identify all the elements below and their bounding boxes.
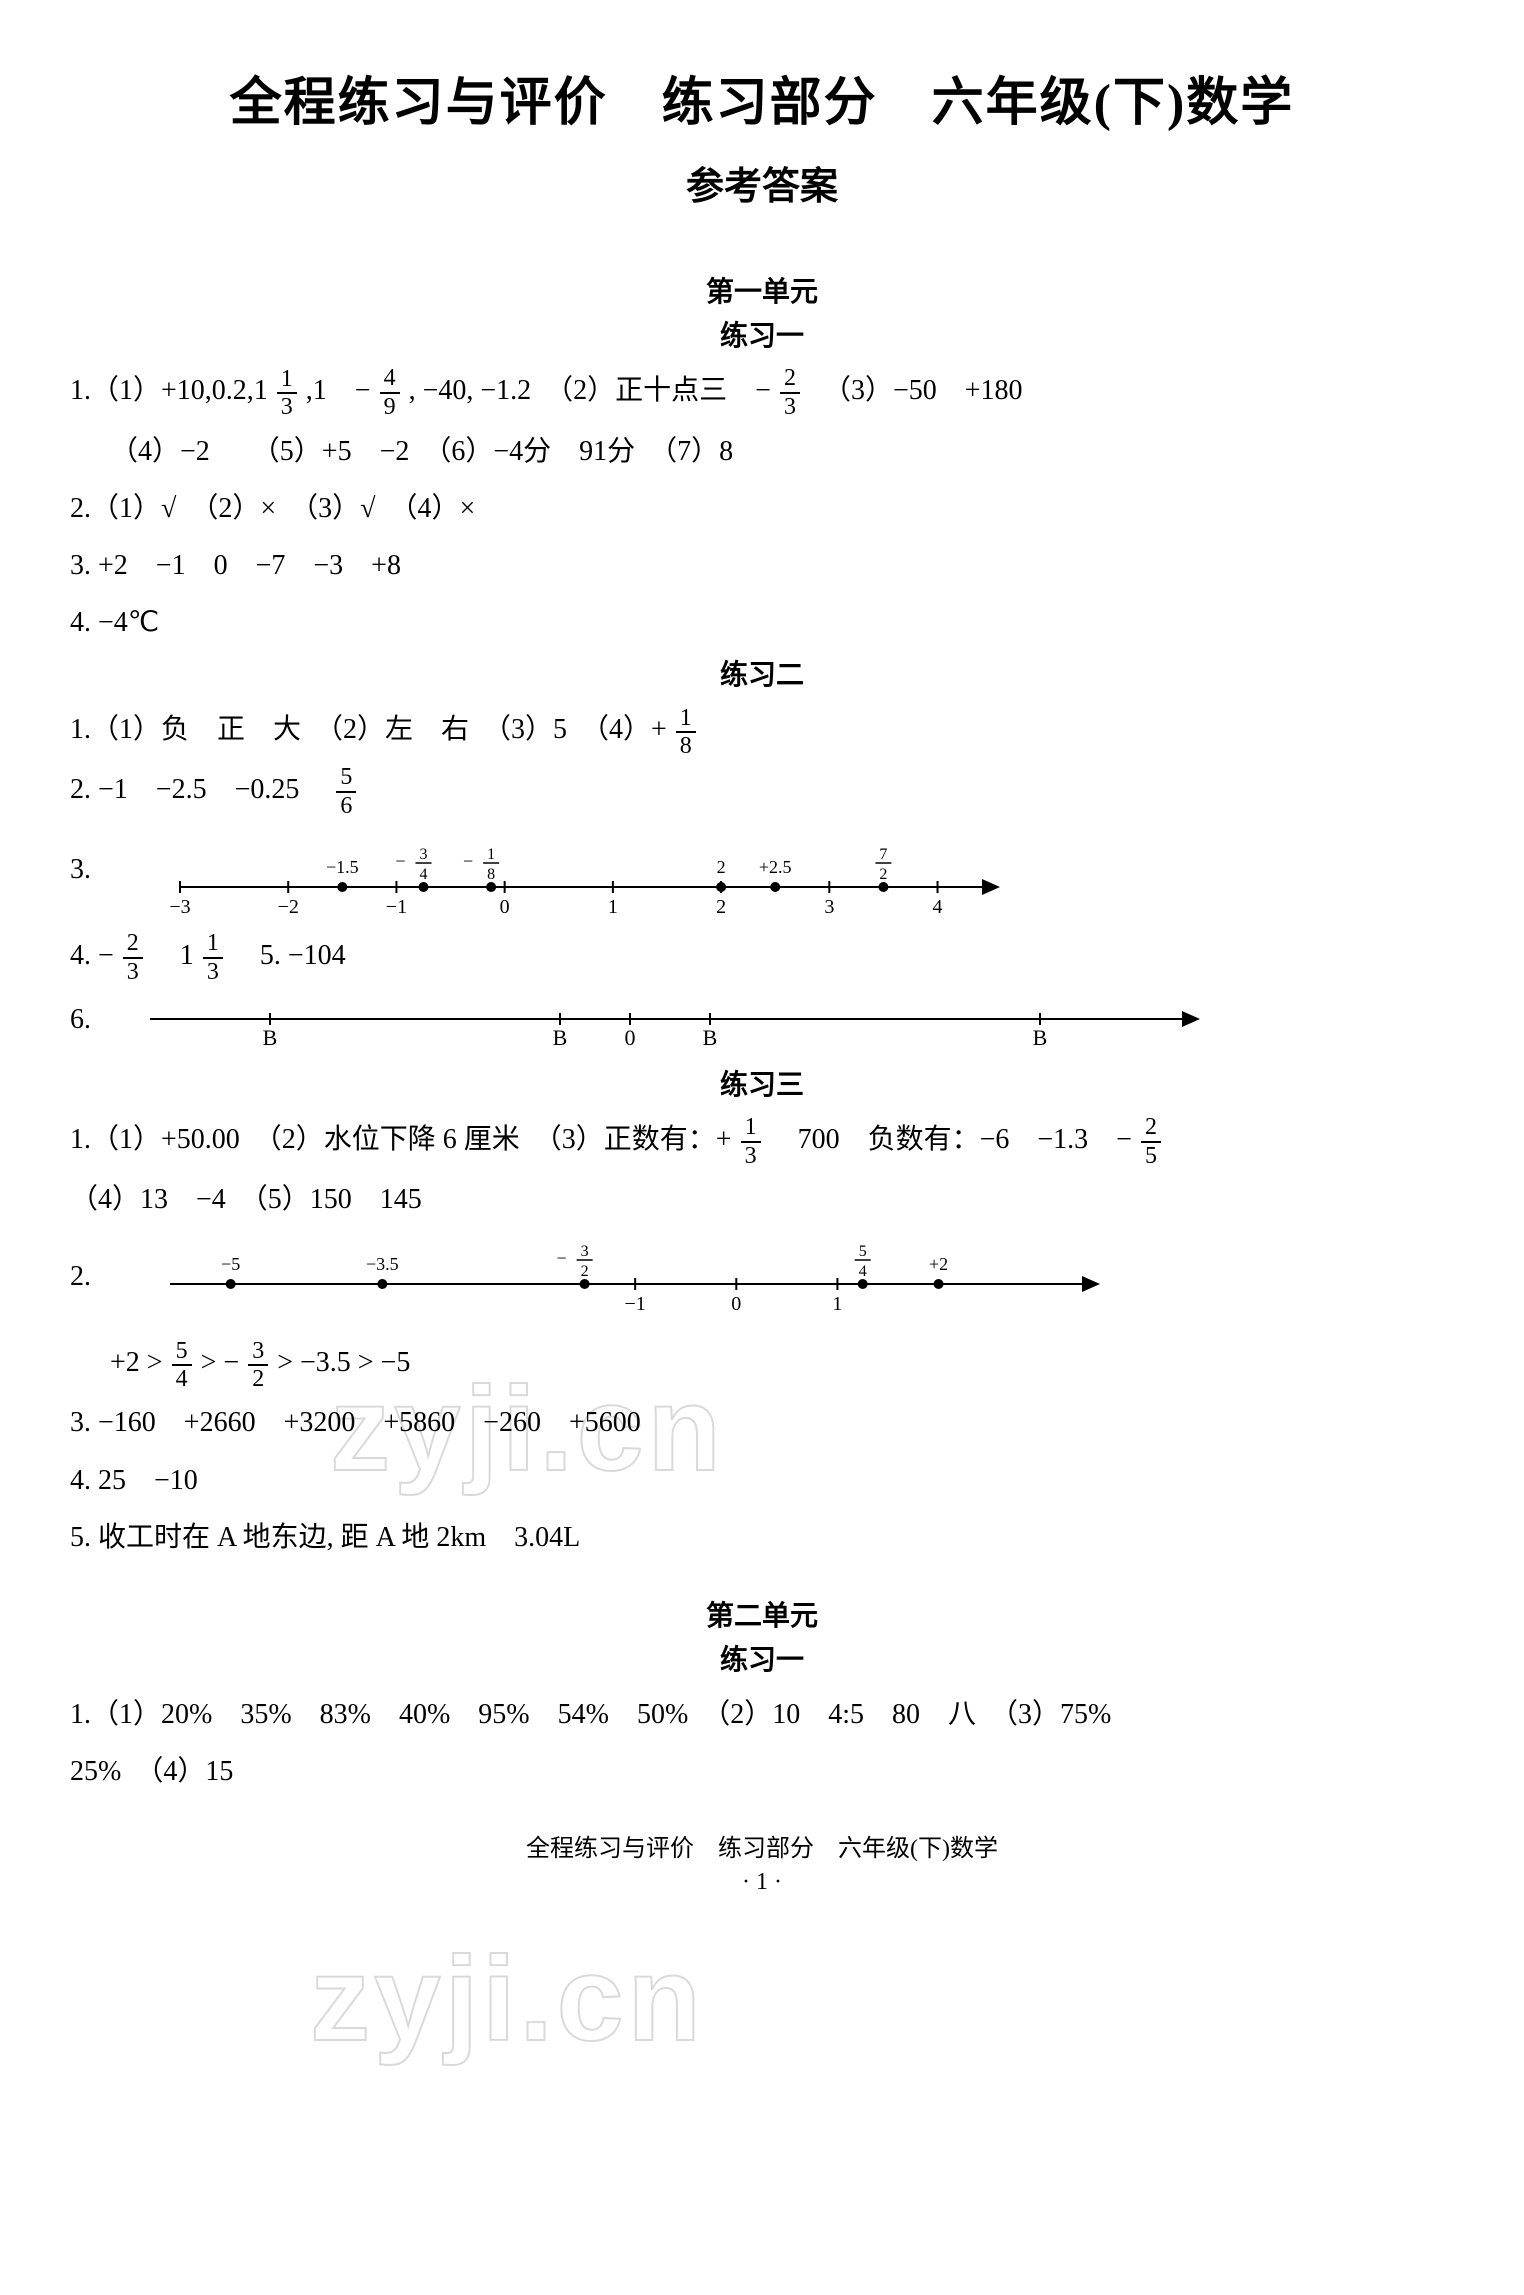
u2-practice1-title: 练习一 — [70, 1638, 1454, 1678]
svg-text:2: 2 — [879, 866, 887, 883]
text: 700 负数有：−6 −1.3 − — [770, 1124, 1132, 1155]
svg-text:7: 7 — [879, 846, 887, 863]
text: > − — [201, 1347, 240, 1378]
frac-1-8: 1 8 — [676, 705, 696, 760]
frac-1-3: 1 3 — [277, 366, 297, 421]
text: 1.（1）+50.00 （2）水位下降 6 厘米 （3）正数有：+ — [70, 1124, 732, 1155]
frac-3-2: 3 2 — [248, 1338, 268, 1393]
text: 5. −104 — [232, 940, 346, 971]
svg-text:−1: −1 — [386, 896, 407, 915]
u1-p2-q1: 1.（1）负 正 大 （2）左 右 （3）5 （4）+ 1 8 — [70, 703, 1454, 759]
svg-text:−: − — [556, 1248, 566, 1268]
unit1-title: 第一单元 — [70, 270, 1454, 310]
text: 1.（1）+10,0.2,1 — [70, 375, 268, 406]
svg-text:+2: +2 — [929, 1254, 948, 1274]
page-number: · 1 · — [70, 1869, 1454, 1896]
svg-text:2: 2 — [717, 857, 726, 877]
svg-text:2: 2 — [716, 896, 726, 915]
svg-text:2: 2 — [581, 1263, 589, 1280]
svg-text:1: 1 — [832, 1293, 842, 1315]
u1-p1-q1-line1: 1.（1）+10,0.2,1 1 3 ,1 − 4 9 , −40, −1.2 … — [70, 364, 1454, 421]
svg-text:4: 4 — [859, 1263, 867, 1280]
svg-text:−1.5: −1.5 — [326, 857, 359, 877]
text: （3）−50 +180 — [809, 375, 1023, 406]
svg-text:8: 8 — [487, 866, 495, 883]
svg-text:B: B — [1033, 1025, 1048, 1049]
svg-text:B: B — [553, 1025, 568, 1049]
page: 全程练习与评价 练习部分 六年级(下)数学 参考答案 第一单元 练习一 1.（1… — [70, 60, 1454, 1896]
u1-p3-q2-row: 2. −1 0 1 −5 −3.5 −3 2 5 4 +2 — [70, 1232, 1454, 1322]
frac-2-3b: 2 3 — [123, 930, 143, 985]
frac-5-4: 5 4 — [172, 1338, 192, 1393]
unit2-title: 第二单元 — [70, 1594, 1454, 1634]
u2-p1-q1-line1: 1.（1）20% 35% 83% 40% 95% 54% 50% （2）10 4… — [70, 1688, 1454, 1741]
text: 1 — [152, 940, 194, 971]
numberline-p3-q2: −1 0 1 −5 −3.5 −3 2 5 4 +2 — [120, 1232, 1120, 1322]
numberline-p2-q6: B B 0 B B — [120, 991, 1220, 1049]
svg-text:3: 3 — [824, 896, 834, 915]
text: +2 > — [110, 1347, 170, 1378]
q2-label: 2. — [70, 1261, 120, 1293]
q3-label: 3. — [70, 854, 120, 886]
u1-p1-q2: 2.（1）√ （2）× （3）√ （4）× — [70, 482, 1454, 535]
svg-text:−2: −2 — [278, 896, 299, 915]
svg-text:0: 0 — [500, 896, 510, 915]
u1-p3-q2-ineq: +2 > 5 4 > − 3 2 > −3.5 > −5 — [70, 1336, 1454, 1392]
page-subtitle: 参考答案 — [70, 155, 1454, 210]
svg-text:−1: −1 — [625, 1293, 646, 1315]
svg-text:3: 3 — [581, 1243, 589, 1260]
svg-text:B: B — [263, 1025, 278, 1049]
u1-p2-q2: 2. −1 −2.5 −0.25 5 6 — [70, 763, 1454, 819]
u1-p3-q4: 4. 25 −10 — [70, 1454, 1454, 1507]
mixed-1-1-3: 1 3 — [275, 365, 299, 421]
practice1-title: 练习一 — [70, 314, 1454, 354]
u1-p3-q1-line1: 1.（1）+50.00 （2）水位下降 6 厘米 （3）正数有：+ 1 3 70… — [70, 1113, 1454, 1169]
q6-label: 6. — [70, 1004, 120, 1036]
text: 2. −1 −2.5 −0.25 — [70, 774, 327, 805]
svg-text:B: B — [703, 1025, 718, 1049]
svg-text:0: 0 — [731, 1293, 741, 1315]
u1-p3-q1-line2: （4）13 −4 （5）150 145 — [70, 1173, 1454, 1226]
u2-p1-q1-line2: 25% （4）15 — [70, 1745, 1454, 1798]
u1-p1-q4: 4. −4℃ — [70, 596, 1454, 649]
u1-p2-q6-row: 6. B B 0 B B — [70, 991, 1454, 1049]
frac-5-6: 5 6 — [336, 764, 356, 819]
svg-text:−: − — [395, 851, 405, 871]
u1-p2-q4: 4. − 2 3 1 1 3 5. −104 — [70, 929, 1454, 985]
svg-text:4: 4 — [933, 896, 943, 915]
frac-4-9: 4 9 — [380, 365, 400, 420]
svg-text:1: 1 — [608, 896, 618, 915]
u1-p1-q3: 3. +2 −1 0 −7 −3 +8 — [70, 539, 1454, 592]
text: ,1 − — [306, 375, 371, 406]
svg-text:−3: −3 — [169, 896, 190, 915]
svg-text:5: 5 — [859, 1243, 867, 1260]
numberline-p2-q3: −3−2−101234−1.5−34−182+2.572 — [120, 825, 1020, 915]
svg-text:1: 1 — [487, 846, 495, 863]
svg-text:−5: −5 — [221, 1254, 240, 1274]
frac-1-3c: 1 3 — [741, 1114, 761, 1169]
u1-p3-q5: 5. 收工时在 A 地东边, 距 A 地 2km 3.04L — [70, 1511, 1454, 1564]
practice2-title: 练习二 — [70, 653, 1454, 693]
u1-p2-q3-row: 3. −3−2−101234−1.5−34−182+2.572 — [70, 825, 1454, 915]
frac-2-3: 2 3 — [780, 365, 800, 420]
frac-1-3b: 1 3 — [203, 930, 223, 985]
svg-text:−3.5: −3.5 — [366, 1254, 399, 1274]
text: 1.（1）负 正 大 （2）左 右 （3）5 （4）+ — [70, 714, 667, 745]
svg-text:0: 0 — [625, 1025, 636, 1049]
text: 4. − — [70, 940, 114, 971]
watermark-icon: zyji.cn — [310, 1930, 705, 2068]
footer-text: 全程练习与评价 练习部分 六年级(下)数学 — [70, 1828, 1454, 1863]
text: > −3.5 > −5 — [277, 1347, 410, 1378]
text: , −40, −1.2 （2）正十点三 − — [409, 375, 771, 406]
frac-2-5: 2 5 — [1141, 1114, 1161, 1169]
svg-text:−: − — [463, 851, 473, 871]
page-title: 全程练习与评价 练习部分 六年级(下)数学 — [70, 60, 1454, 135]
u1-p3-q3: 3. −160 +2660 +3200 +5860 −260 +5600 — [70, 1396, 1454, 1449]
svg-text:3: 3 — [419, 846, 427, 863]
u1-p1-q1-line2: （4）−2 （5）+5 −2 （6）−4分 91分 （7）8 — [70, 425, 1454, 478]
svg-text:+2.5: +2.5 — [759, 857, 792, 877]
practice3-title: 练习三 — [70, 1063, 1454, 1103]
svg-text:4: 4 — [419, 866, 427, 883]
